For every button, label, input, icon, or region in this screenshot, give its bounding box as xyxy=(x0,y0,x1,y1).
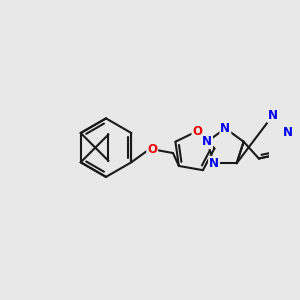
Text: N: N xyxy=(268,109,278,122)
Text: N: N xyxy=(283,126,293,139)
Text: N: N xyxy=(202,135,212,148)
Text: N: N xyxy=(220,122,230,135)
Text: O: O xyxy=(192,124,203,137)
Text: N: N xyxy=(209,157,219,170)
Text: O: O xyxy=(147,143,157,157)
